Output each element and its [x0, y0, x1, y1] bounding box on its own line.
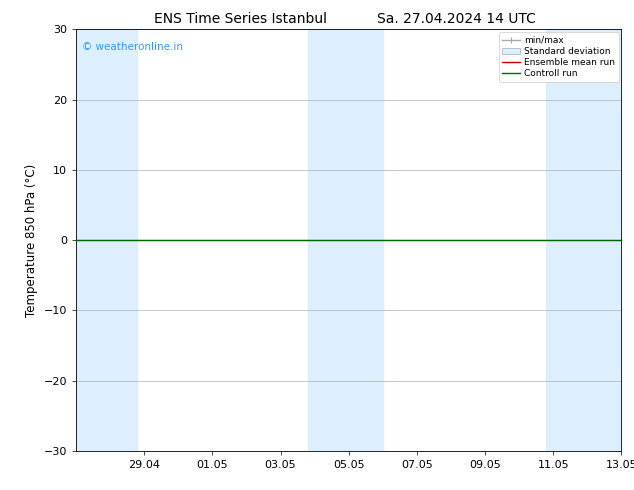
Text: © weatheronline.in: © weatheronline.in [82, 42, 183, 52]
Bar [547, 29, 621, 451]
Y-axis label: Temperature 850 hPa (°C): Temperature 850 hPa (°C) [25, 164, 38, 317]
Bar [76, 29, 138, 451]
Bar [307, 29, 383, 451]
Legend: min/max, Standard deviation, Ensemble mean run, Controll run: min/max, Standard deviation, Ensemble me… [499, 32, 619, 82]
Text: Sa. 27.04.2024 14 UTC: Sa. 27.04.2024 14 UTC [377, 12, 536, 26]
Text: ENS Time Series Istanbul: ENS Time Series Istanbul [155, 12, 327, 26]
